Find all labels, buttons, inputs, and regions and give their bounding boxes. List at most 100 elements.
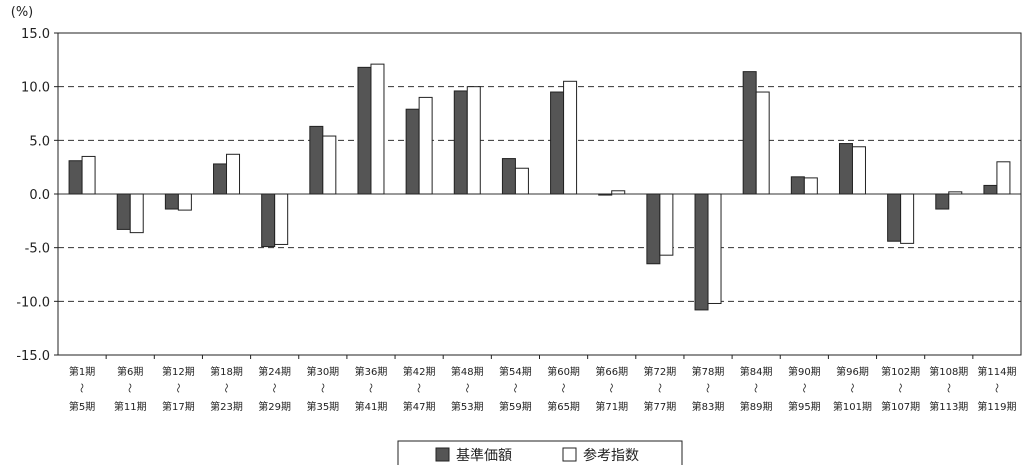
bar-series-1 — [646, 193, 661, 265]
bar-series-1 — [983, 184, 998, 195]
bar-series-1 — [694, 193, 709, 311]
y-axis-unit-label: (%) — [11, 5, 34, 20]
x-tick-label-start: 第96期 — [836, 365, 869, 378]
bar-series-1 — [453, 90, 468, 195]
x-tick-label-start: 第60期 — [547, 365, 580, 378]
x-tick-label-start: 第54期 — [499, 365, 532, 378]
x-tick-label-separator: 〜 — [990, 383, 1001, 393]
x-tick-label-end: 第29期 — [258, 400, 291, 413]
x-tick-label-end: 第17期 — [162, 400, 195, 413]
x-tick-label-separator: 〜 — [75, 383, 86, 393]
x-tick-label-start: 第30期 — [306, 365, 339, 378]
x-tick-label-end: 第71期 — [595, 400, 628, 413]
bar-series-2 — [755, 91, 770, 195]
bar-series-2 — [611, 190, 626, 195]
y-tick-label: 0.0 — [29, 188, 50, 203]
x-tick-label-end: 第23期 — [210, 400, 243, 413]
bar-series-2 — [466, 86, 481, 195]
x-tick-label-separator: 〜 — [701, 383, 712, 393]
y-tick-label: 15.0 — [21, 27, 50, 42]
x-tick-label-start: 第66期 — [595, 365, 628, 378]
x-tick-label-start: 第36期 — [355, 365, 388, 378]
x-tick-label-start: 第102期 — [881, 365, 920, 378]
x-tick-label-end: 第59期 — [499, 400, 532, 413]
x-tick-label-separator: 〜 — [268, 383, 279, 393]
bar-series-2 — [707, 193, 722, 304]
x-tick-label-end: 第113期 — [929, 400, 968, 413]
bar-series-1 — [742, 71, 757, 195]
bar-series-2 — [900, 193, 915, 244]
x-tick-label-end: 第95期 — [788, 400, 821, 413]
bar-series-1 — [116, 193, 131, 230]
x-tick-label-separator: 〜 — [749, 383, 760, 393]
bar-series-1 — [598, 193, 613, 196]
x-tick-label-start: 第18期 — [210, 365, 243, 378]
x-tick-label-start: 第114期 — [977, 365, 1016, 378]
x-tick-label-separator: 〜 — [508, 383, 519, 393]
y-tick-label: -5.0 — [25, 242, 50, 257]
x-tick-label-start: 第24期 — [258, 365, 291, 378]
x-tick-label-separator: 〜 — [460, 383, 471, 393]
x-tick-label-end: 第47期 — [403, 400, 436, 413]
x-tick-label-end: 第101期 — [833, 400, 872, 413]
y-tick-label: 10.0 — [21, 81, 50, 96]
bar-series-1 — [68, 160, 83, 195]
bar-series-2 — [996, 161, 1011, 195]
x-tick-label-end: 第83期 — [692, 400, 725, 413]
x-tick-label-separator: 〜 — [316, 383, 327, 393]
x-tick-label-end: 第107期 — [881, 400, 920, 413]
plot-area-frame — [57, 32, 1022, 356]
x-tick-label-end: 第35期 — [306, 400, 339, 413]
x-tick-label-start: 第6期 — [117, 365, 143, 378]
legend-swatch-series-2 — [562, 447, 577, 462]
x-tick-label-start: 第78期 — [692, 365, 725, 378]
bar-series-2 — [370, 63, 385, 195]
x-tick-label-end: 第41期 — [355, 400, 388, 413]
x-tick-label-separator: 〜 — [894, 383, 905, 393]
x-tick-label-separator: 〜 — [412, 383, 423, 393]
x-tick-label-end: 第119期 — [977, 400, 1016, 413]
legend-swatch-series-1 — [435, 447, 450, 462]
bar-series-2 — [514, 167, 529, 195]
x-tick-label-start: 第72期 — [644, 365, 677, 378]
bars — [68, 63, 1011, 311]
bar-series-2 — [659, 193, 674, 256]
bar-series-1 — [790, 176, 805, 195]
bar-series-2 — [226, 153, 241, 195]
x-tick-label-start: 第42期 — [403, 365, 436, 378]
legend-label-series-2: 参考指数 — [583, 447, 639, 464]
bar-series-2 — [803, 177, 818, 195]
legend: 基準価額 参考指数 — [397, 440, 683, 465]
bar-series-1 — [501, 158, 516, 195]
bar-series-2 — [418, 96, 433, 195]
legend-label-series-1: 基準価額 — [456, 447, 512, 464]
bar-series-1 — [935, 193, 950, 210]
x-tick-label-end: 第77期 — [644, 400, 677, 413]
bar-series-2 — [81, 155, 96, 195]
x-tick-label-end: 第11期 — [114, 400, 147, 413]
bar-series-1 — [887, 193, 902, 242]
bar-series-1 — [309, 125, 324, 195]
x-tick-label-separator: 〜 — [123, 383, 134, 393]
bar-series-1 — [550, 91, 565, 195]
bar-series-1 — [838, 143, 853, 195]
bar-series-2 — [129, 193, 144, 234]
bar-series-2 — [322, 135, 337, 195]
x-tick-label-start: 第90期 — [788, 365, 821, 378]
y-tick-label: 5.0 — [29, 134, 50, 149]
x-tick-label-start: 第84期 — [740, 365, 773, 378]
bar-series-1 — [357, 66, 372, 195]
x-tick-label-end: 第65期 — [547, 400, 580, 413]
x-tick-label-separator: 〜 — [653, 383, 664, 393]
y-tick-label: -15.0 — [16, 349, 50, 364]
bar-series-2 — [851, 146, 866, 195]
bar-series-1 — [405, 108, 420, 195]
x-tick-label-end: 第5期 — [69, 400, 95, 413]
y-tick-label: -10.0 — [16, 295, 50, 310]
x-tick-label-end: 第89期 — [740, 400, 773, 413]
x-tick-label-end: 第53期 — [451, 400, 484, 413]
x-tick-label-start: 第108期 — [929, 365, 968, 378]
x-tick-label-start: 第48期 — [451, 365, 484, 378]
bar-series-2 — [948, 191, 963, 195]
